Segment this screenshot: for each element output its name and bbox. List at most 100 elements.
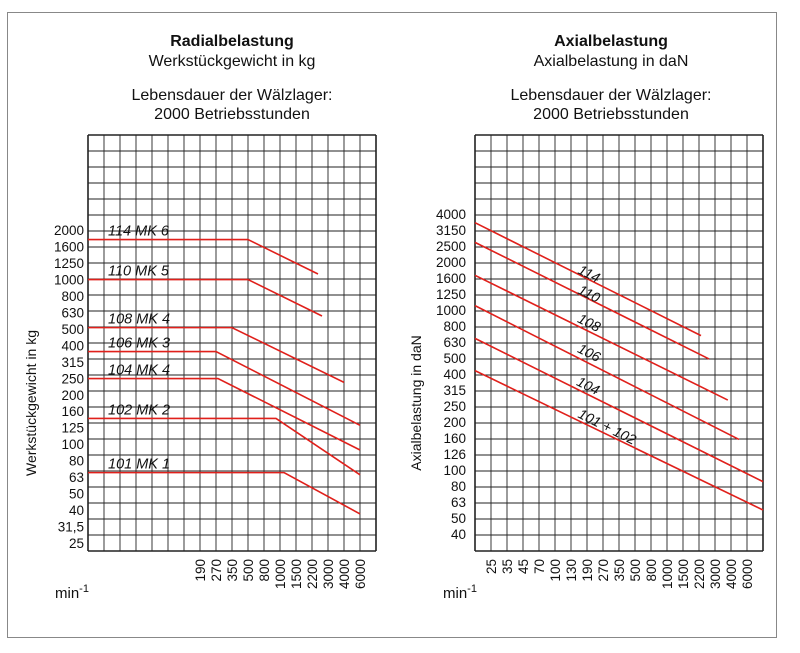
y-tick-label: 1250	[436, 287, 466, 302]
y-tick-label: 1250	[54, 256, 84, 271]
series-line	[474, 241, 710, 360]
y-tick-label: 200	[61, 388, 84, 403]
left-chart-note-2: 2000 Betriebsstunden	[154, 106, 310, 123]
series-label: 102 MK 2	[108, 402, 170, 418]
series-line	[474, 337, 764, 483]
y-tick-label: 100	[443, 463, 466, 478]
x-tick-label: 4000	[337, 559, 352, 589]
x-tick-label: 130	[564, 559, 579, 582]
x-tick-label: 6000	[740, 559, 755, 589]
y-tick-label: 1600	[436, 271, 466, 286]
y-tick-label: 80	[451, 479, 466, 494]
x-tick-label: 800	[644, 559, 659, 582]
series-label: 108 MK 4	[108, 312, 170, 328]
x-tick-label: 2200	[305, 559, 320, 589]
x-tick-label: 1000	[660, 559, 675, 589]
x-tick-label: 6000	[353, 559, 368, 589]
y-tick-label: 31,5	[58, 520, 84, 535]
y-tick-label: 200	[443, 415, 466, 430]
series-line	[88, 417, 361, 476]
y-tick-label: 63	[69, 470, 84, 485]
y-axis-label: Werkstückgewicht in kg	[23, 330, 39, 476]
left-chart-subtitle: Werkstückgewicht in kg	[148, 53, 316, 70]
x-tick-label: 25	[484, 559, 499, 574]
x-tick-label: 35	[500, 559, 515, 574]
y-tick-label: 2000	[54, 223, 84, 238]
series-label: 108	[575, 310, 603, 335]
x-tick-label: 70	[532, 559, 547, 574]
series-label: 104 MK 4	[108, 363, 170, 379]
y-tick-label: 315	[443, 383, 466, 398]
x-tick-label: 1500	[676, 559, 691, 589]
y-tick-label: 315	[61, 355, 84, 370]
x-tick-label: 270	[209, 559, 224, 582]
y-tick-label: 800	[61, 289, 84, 304]
right-chart-subtitle: Axialbelastung in daN	[533, 53, 689, 70]
y-tick-label: 800	[443, 319, 466, 334]
y-tick-label: 25	[69, 536, 84, 551]
x-tick-label: 1000	[273, 559, 288, 589]
x-tick-label: 4000	[724, 559, 739, 589]
y-tick-label: 126	[443, 447, 466, 462]
y-tick-label: 3150	[436, 223, 466, 238]
series-line	[88, 350, 361, 426]
series-line	[88, 278, 323, 317]
series-line	[88, 238, 319, 275]
figure-frame	[7, 12, 777, 638]
x-tick-label: 190	[193, 559, 208, 582]
y-tick-label: 1000	[54, 272, 84, 287]
right-chart-note-1: Lebensdauer der Wälzlager:	[510, 87, 712, 104]
y-tick-label: 160	[61, 404, 84, 419]
series-label: 101 MK 1	[108, 457, 170, 473]
series-label: 101 + 102	[576, 405, 639, 447]
right-chart-title: Axialbelastung	[554, 33, 668, 50]
y-tick-label: 80	[69, 454, 84, 469]
x-tick-label: 350	[225, 559, 240, 582]
x-tick-label: 270	[596, 559, 611, 582]
x-tick-label: 45	[516, 559, 531, 574]
series-label: 106	[575, 340, 603, 365]
y-axis-label: Axialbelastung in daN	[408, 335, 424, 470]
y-tick-label: 250	[61, 371, 84, 386]
x-axis-unit: min-1	[55, 583, 89, 602]
x-tick-label: 800	[257, 559, 272, 582]
series-line	[474, 221, 702, 337]
y-tick-label: 630	[61, 305, 84, 320]
x-tick-label: 500	[241, 559, 256, 582]
y-tick-label: 2000	[436, 255, 466, 270]
y-tick-label: 1000	[436, 303, 466, 318]
series-line	[88, 377, 361, 451]
x-tick-label: 500	[628, 559, 643, 582]
left-chart-title: Radialbelastung	[170, 33, 294, 50]
series-line	[474, 274, 729, 401]
x-axis-unit: min-1	[443, 583, 477, 602]
left-chart-note-1: Lebensdauer der Wälzlager:	[131, 87, 333, 104]
y-tick-label: 630	[443, 335, 466, 350]
y-tick-label: 500	[61, 322, 84, 337]
series-label: 114 MK 6	[108, 224, 170, 240]
y-tick-label: 400	[61, 338, 84, 353]
x-tick-label: 350	[612, 559, 627, 582]
x-tick-label: 1500	[289, 559, 304, 589]
y-tick-label: 40	[69, 503, 84, 518]
x-tick-label: 100	[548, 559, 563, 582]
series-line	[474, 304, 740, 441]
y-tick-label: 400	[443, 367, 466, 382]
series-line	[88, 326, 345, 384]
series-label: 110 MK 5	[108, 264, 170, 280]
x-tick-label: 2200	[692, 559, 707, 589]
y-tick-label: 160	[443, 431, 466, 446]
series-line	[474, 369, 764, 511]
y-tick-label: 50	[69, 487, 84, 502]
y-tick-label: 250	[443, 399, 466, 414]
y-tick-label: 125	[61, 421, 84, 436]
series-label: 104	[574, 373, 602, 398]
y-tick-label: 2500	[436, 239, 466, 254]
series-label: 106 MK 3	[108, 336, 170, 352]
series-label: 114	[576, 261, 603, 285]
y-tick-label: 500	[443, 351, 466, 366]
y-tick-label: 50	[451, 511, 466, 526]
y-tick-label: 1600	[54, 239, 84, 254]
x-tick-label: 190	[580, 559, 595, 582]
